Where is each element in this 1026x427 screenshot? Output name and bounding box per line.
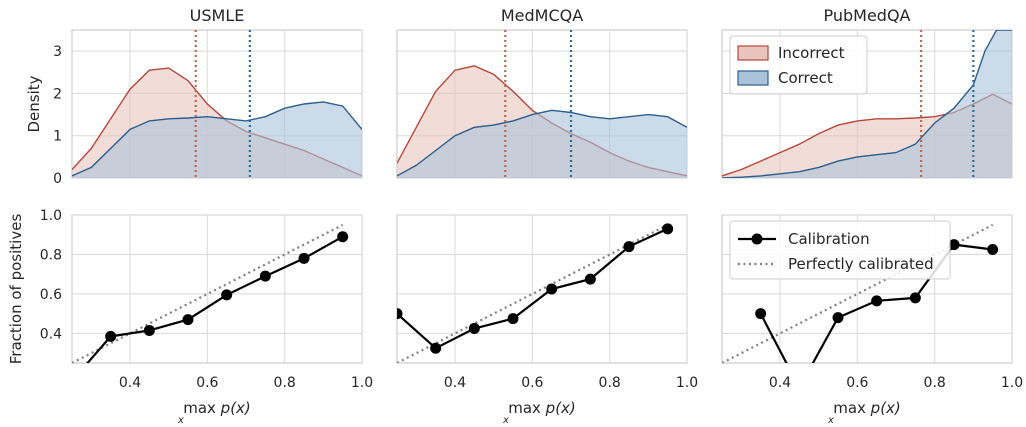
y-tick-label: 2 [53, 86, 62, 102]
calibration-point [909, 292, 921, 304]
density-y-axis-label: Density [25, 75, 43, 132]
x-tick-label: 0.8 [924, 375, 946, 391]
plot-area [397, 223, 674, 363]
plot-area [722, 30, 1012, 178]
x-tick-label: 0.4 [119, 375, 141, 391]
calibration-point [298, 252, 310, 264]
calibration-point [182, 314, 194, 326]
x-tick-label: 0.8 [274, 375, 296, 391]
subplot-title: MedMCQA [501, 6, 583, 25]
x-axis-label-expr: p(x) [870, 399, 901, 417]
legend: Incorrect Correct [729, 35, 868, 95]
legend-label: Incorrect [778, 44, 845, 62]
density-area-correct [397, 110, 687, 178]
calibration-point [397, 308, 403, 320]
calibration-point [832, 312, 844, 324]
density-line-correct [722, 30, 1012, 178]
calibration-point [337, 231, 349, 243]
density-panel-3: PubMedQA Incorrect Correct [721, 6, 1013, 179]
plot-area [72, 223, 349, 363]
calibration-point [546, 283, 558, 295]
calibration-point [987, 244, 999, 256]
y-tick-label: 1 [53, 129, 62, 145]
calibration-point [871, 295, 883, 307]
calibration-point [143, 324, 155, 336]
x-tick-label: 1.0 [676, 375, 698, 391]
plot-area [72, 30, 362, 178]
calibration-point [468, 322, 480, 334]
calibration-point [662, 223, 674, 235]
calibration-point [755, 308, 767, 320]
y-tick-label: 0.6 [40, 287, 62, 303]
x-axis-label-expr: p(x) [220, 399, 251, 417]
y-tick-label: 3 [53, 44, 62, 60]
density-panel-1: 0 1 2 3 Density USMLE [25, 6, 363, 187]
y-tick-label: 0.8 [40, 247, 62, 263]
calibration-point [105, 330, 117, 342]
calibration-point [584, 273, 596, 285]
legend-label: Calibration [788, 230, 870, 248]
y-tick-label: 0.4 [40, 326, 62, 342]
subplot-title: PubMedQA [823, 6, 910, 25]
x-axis-label-max: max [833, 399, 870, 417]
calibration-y-axis-label: Fraction of positives [7, 214, 25, 365]
legend-swatch-incorrect [737, 45, 769, 61]
density-line-correct [397, 109, 687, 177]
density-panel-2: MedMCQA [396, 6, 688, 179]
x-tick-label: 0.4 [769, 375, 791, 391]
legend-label: Correct [778, 69, 833, 87]
x-tick-label: 0.8 [599, 375, 621, 391]
x-tick-label: 0.4 [444, 375, 466, 391]
calibration-point [259, 270, 271, 282]
plot-area [397, 30, 687, 178]
x-axis-label-expr: p(x) [545, 399, 576, 417]
calibration-panel-1: 0.4 0.6 0.8 1.0 Fraction of positives 0.4 0.6 0… [7, 208, 373, 426]
density-area-correct [72, 101, 362, 178]
x-tick-label: 1.0 [1001, 375, 1023, 391]
calibration-point [430, 342, 442, 354]
x-tick-label: 0.6 [846, 375, 868, 391]
x-axis-label-subscript: x [177, 415, 184, 426]
perfect-calibration-line [397, 223, 669, 363]
calibration-point [623, 241, 635, 253]
calibration-line [397, 227, 669, 350]
calibration-point [221, 289, 233, 301]
x-axis-label-subscript: x [502, 415, 509, 426]
x-tick-label: 1.0 [351, 375, 373, 391]
x-axis-label-max: max [183, 399, 220, 417]
legend-marker-calibration [751, 233, 763, 245]
density-line-correct [72, 101, 362, 177]
perfect-calibration-line [72, 223, 344, 363]
x-tick-label: 0.6 [196, 375, 218, 391]
legend-box [729, 220, 951, 280]
x-axis-label: max p(x) [183, 399, 251, 417]
legend: Calibration Perfectly calibrated [729, 220, 951, 280]
calibration-point [507, 313, 519, 325]
y-tick-label: 0 [53, 171, 62, 187]
legend-label: Perfectly calibrated [788, 255, 934, 273]
legend-swatch-correct [737, 70, 769, 86]
calibration-line [86, 235, 344, 363]
x-axis-label-max: max [508, 399, 545, 417]
density-area-correct [722, 30, 1012, 178]
y-tick-label: 1.0 [40, 208, 62, 224]
x-axis-label-subscript: x [827, 415, 834, 426]
x-axis-label: max p(x) [508, 399, 576, 417]
x-tick-label: 0.6 [521, 375, 543, 391]
calibration-point [948, 239, 960, 251]
x-axis-label: max p(x) [833, 399, 901, 417]
subplot-title: USMLE [190, 6, 245, 25]
